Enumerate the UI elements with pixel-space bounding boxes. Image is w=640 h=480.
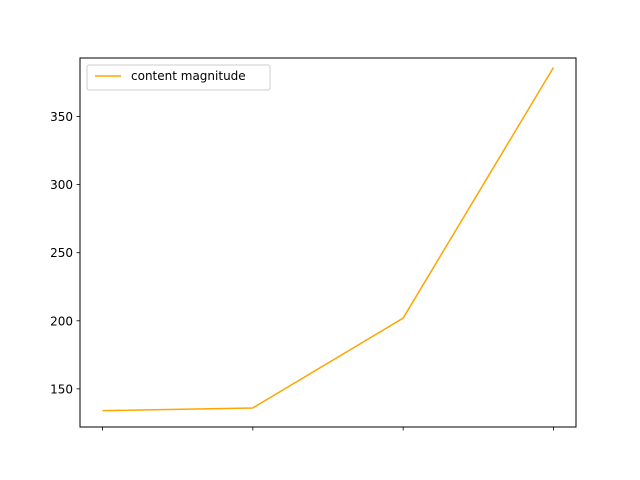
plot-area [80, 58, 576, 427]
x-axis-ticks [102, 427, 554, 431]
y-axis-ticks: 150 200 250 300 350 [50, 110, 80, 396]
y-tick-label: 150 [50, 382, 73, 396]
series-layer [102, 67, 555, 412]
y-tick-label: 250 [50, 246, 73, 260]
legend: content magnitude [86, 64, 271, 91]
y-tick-label: 350 [50, 110, 73, 124]
series-line [102, 67, 555, 412]
y-tick-label: 200 [50, 314, 73, 328]
y-tick-label: 300 [50, 178, 73, 192]
legend-label: content magnitude [131, 69, 246, 83]
legend-box [86, 64, 271, 91]
plot-frame [79, 57, 577, 428]
